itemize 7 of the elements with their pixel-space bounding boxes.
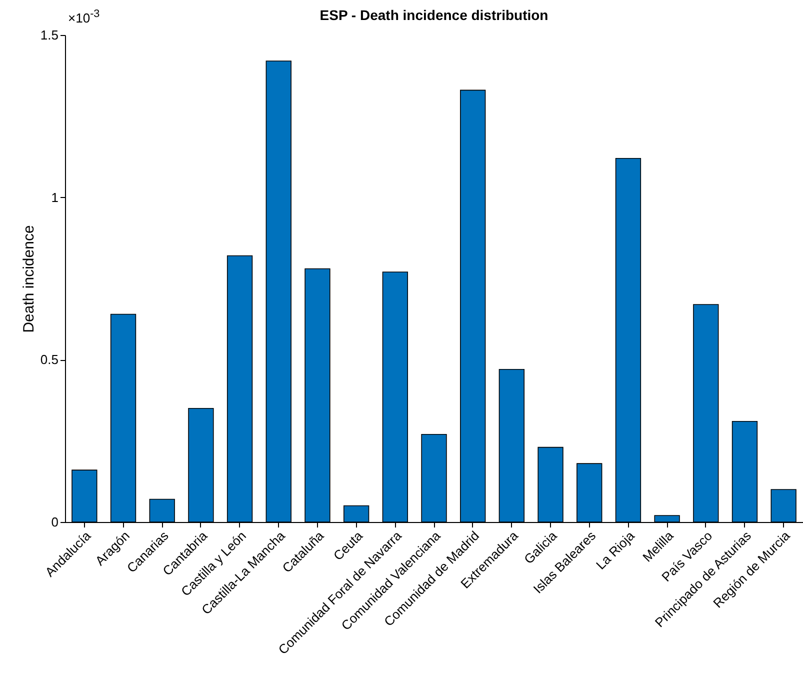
text: ×10$^{-3}$ <box>68 8 100 26</box>
y-tick-label: 0 <box>51 514 58 530</box>
chart-title: ESP - Death incidence distribution <box>320 7 548 23</box>
y-axis-title: Death incidence <box>20 225 38 333</box>
y-tick-label: 1.5 <box>40 28 58 42</box>
y-tick-label: 0.5 <box>40 352 58 368</box>
y-tick-label: 1 <box>51 190 58 205</box>
